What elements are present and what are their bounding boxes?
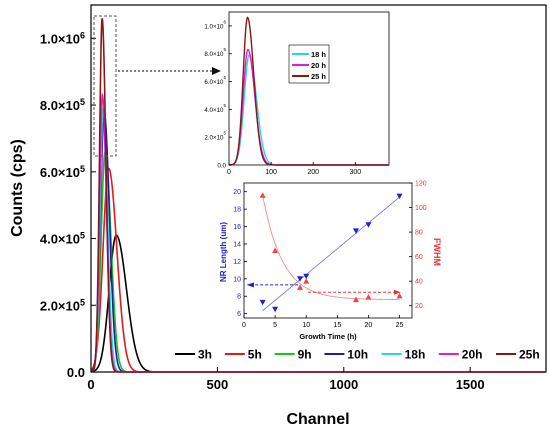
inset-y-tick-label: 8.0×105 [204, 47, 226, 58]
nr-length-point [396, 193, 403, 200]
inset-series-line-25h [228, 16, 389, 166]
fwhm-point [297, 284, 303, 290]
inset-growth-y2-tick-label: 40 [415, 279, 423, 286]
fwhm-point [365, 294, 372, 300]
x-axis-label: Channel [286, 411, 349, 428]
inset-growth-y-tick-label: 20 [233, 189, 241, 196]
inset-growth-frame [243, 182, 413, 319]
fwhm-point [396, 292, 403, 299]
y-tick-label: 1.0×106 [40, 30, 85, 46]
inset-spectra: 0 100 200 300 0.0 2.0×105 4.0×105 6.0×105 8.0×10… [204, 11, 390, 176]
inset-growth-x-tick-label: 25 [396, 322, 404, 329]
inset-x-tick-label: 200 [307, 169, 319, 176]
legend-label-25h: 25h [519, 348, 540, 362]
main-legend: 3h 5h 9h 10h 18h 20h 25h [175, 348, 540, 362]
legend-label-18h: 18h [405, 348, 426, 362]
nr-length-point [259, 299, 266, 306]
x-tick-label: 500 [207, 377, 229, 392]
inset-growth-x-tick-label: 0 [242, 322, 246, 329]
zoom-arrowhead [212, 67, 221, 75]
nr-length-point [297, 276, 303, 282]
x-tick-label: 1000 [329, 377, 358, 392]
fwhm-axis-arrowhead [393, 289, 401, 295]
legend-label-20h: 20h [462, 348, 483, 362]
inset-spectra-curves [228, 16, 389, 166]
x-tick-label: 0 [87, 377, 94, 392]
inset-growth-data [246, 192, 403, 313]
inset-growth-y-tick-label: 14 [233, 241, 241, 248]
inset-growth-bg [244, 183, 412, 318]
inset-y-tick-label: 2.0×105 [204, 131, 226, 142]
inset-legend-label: 18 h [311, 50, 326, 59]
inset-spectra-legend: 18 h 20 h 25 h [288, 44, 330, 84]
fwhm-point [303, 278, 310, 284]
inset-y-tick-label: 0.0 [217, 163, 226, 170]
nr-length-point [303, 273, 310, 280]
zoom-region-box [93, 15, 117, 157]
inset-growth-y-tick-label: 12 [233, 259, 241, 266]
legend-label-3h: 3h [198, 348, 212, 362]
inset-x-axis-label: Growth Time (h) [299, 332, 357, 341]
inset-growth-x-tick-label: 20 [365, 322, 373, 329]
main-axes: 0 500 1000 15000.02.0×1054.0×1056.0×1058.0×… [40, 30, 485, 392]
nr-length-fit-line [262, 196, 400, 311]
inset-growth-y2-tick-label: 120 [415, 181, 427, 188]
inset-y-tick-label: 4.0×105 [204, 103, 226, 114]
nr-axis-arrowhead [246, 282, 254, 288]
inset-growth-y2-tick-label: 20 [415, 303, 423, 310]
inset-legend-label: 20 h [311, 61, 326, 70]
inset-x-tick-label: 100 [265, 169, 277, 176]
inset-spectra-axes: 0 100 200 300 0.0 2.0×105 4.0×105 6.0×105 8.0×10… [204, 19, 361, 176]
nr-length-point [353, 228, 359, 234]
inset-growth-y2-tick-label: 80 [415, 230, 423, 237]
inset-growth: 0 5 10 15 20 25 6 8 10 12 14 16 18 20 20 40 60 80 100 120 G… [219, 181, 442, 342]
fwhm-point [259, 192, 266, 198]
inset-growth-y2-tick-label: 60 [415, 254, 423, 261]
main-plot: 0 500 1000 15000.02.0×1054.0×1056.0×1058.0×… [9, 4, 547, 428]
fwhm-point [353, 296, 359, 303]
inset-growth-y-tick-label: 10 [233, 276, 241, 283]
inset-y-axis-label: NR Length (um) [219, 222, 228, 282]
inset-y2-axis-label: FWHM [432, 238, 442, 266]
legend-label-5h: 5h [248, 348, 262, 362]
inset-growth-x-tick-label: 15 [333, 322, 341, 329]
nr-length-point [365, 222, 372, 228]
inset-growth-y-tick-label: 18 [233, 207, 241, 214]
inset-y-tick-label: 1.0×106 [204, 19, 226, 30]
inset-growth-y-tick-label: 16 [233, 224, 241, 231]
inset-legend-label: 25 h [311, 72, 326, 81]
fwhm-point [272, 247, 279, 253]
inset-growth-y2-tick-label: 100 [415, 205, 427, 212]
fwhm-fit-curve [262, 195, 400, 300]
inset-growth-x-tick-label: 10 [302, 322, 310, 329]
y-tick-label: 6.0×105 [40, 164, 85, 180]
inset-spectra-bg [229, 12, 389, 165]
nr-length-point [272, 306, 279, 313]
y-tick-label: 4.0×105 [40, 231, 85, 247]
inset-growth-axes: 0 5 10 15 20 25 6 8 10 12 14 16 18 20 20 40 60 80 100 120 [233, 181, 427, 330]
y-tick-label: 8.0×105 [40, 97, 85, 113]
inset-x-tick-label: 0 [227, 169, 231, 176]
y-axis-label: Counts (cps) [9, 139, 26, 237]
x-tick-label: 1500 [456, 377, 485, 392]
inset-growth-y-tick-label: 6 [237, 311, 241, 318]
inset-growth-y-tick-label: 8 [237, 294, 241, 301]
inset-growth-x-tick-label: 5 [273, 322, 277, 329]
inset-x-tick-label: 300 [349, 169, 361, 176]
y-tick-label: 2.0×105 [40, 297, 85, 313]
legend-label-9h: 9h [298, 348, 312, 362]
legend-label-10h: 10h [347, 348, 368, 362]
y-tick-label: 0.0 [67, 365, 85, 380]
inset-y-tick-label: 6.0×105 [204, 75, 226, 86]
series-line-25h [90, 18, 546, 373]
main-curves [90, 18, 546, 373]
